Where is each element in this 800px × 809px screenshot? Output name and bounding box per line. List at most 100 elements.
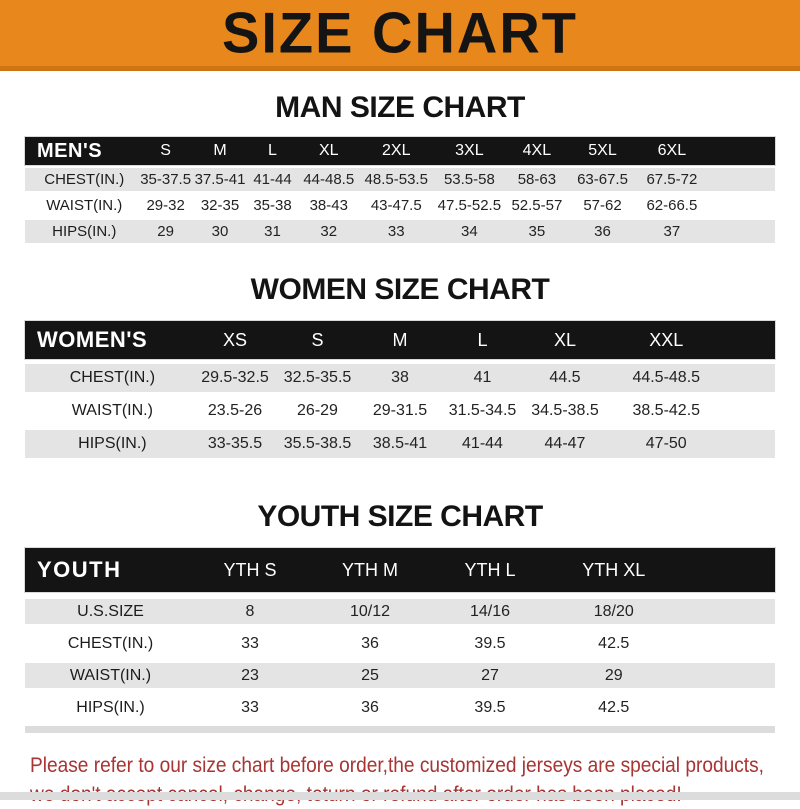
- table-row: WAIST(IN.) 23 25 27 29: [25, 663, 775, 688]
- table-cell: 35: [528, 223, 546, 240]
- men-section-title: MAN SIZE CHART: [275, 91, 525, 124]
- column-header: 5XL: [588, 142, 617, 159]
- women-table-rows: CHEST(IN.) 29.5-32.5 32.5-35.5 38 41 44.5 44.5…: [25, 364, 775, 458]
- column-header: M: [213, 142, 227, 159]
- disclaimer-line-1: Please refer to our size chart before or…: [30, 754, 764, 777]
- table-cell: 57-62: [583, 197, 622, 214]
- row-label: WAIST(IN.): [46, 197, 123, 214]
- table-cell: 39.5: [474, 635, 506, 652]
- men-table-rows: CHEST(IN.) 35-37.5 37.5-41 41-44 44-48.5 48.5…: [25, 168, 775, 243]
- row-label: HIPS(IN.): [76, 699, 145, 716]
- column-header: 6XL: [657, 142, 687, 159]
- table-cell: 42.5: [598, 699, 630, 716]
- row-label: CHEST(IN.): [69, 369, 156, 386]
- table-row: HIPS(IN.) 29 30 31 32 33 34 35 36 37: [25, 220, 775, 243]
- table-cell: 33: [241, 699, 259, 716]
- men-size-table: MEN'S S M L XL 2XL 3XL 4XL 5XL 6XL CHEST(IN.) 35-3…: [25, 137, 775, 243]
- table-cell: 38.5-42.5: [632, 402, 701, 419]
- table-cell: 18/20: [593, 603, 634, 620]
- table-row: WAIST(IN.) 23.5-26 26-29 29-31.5 31.5-34.5 34…: [25, 397, 775, 425]
- table-cell: 38-43: [309, 197, 348, 214]
- row-label: HIPS(IN.): [52, 223, 117, 240]
- table-cell: 27: [481, 667, 499, 684]
- table-cell: 31.5-34.5: [448, 402, 517, 419]
- table-cell: 35-38: [253, 197, 292, 214]
- row-label: CHEST(IN.): [44, 171, 125, 188]
- table-cell: 32.5-35.5: [283, 369, 352, 386]
- table-cell: 39.5: [474, 699, 506, 716]
- women-size-section: WOMEN SIZE CHART WOMEN'S XS S M L XL XXL CHEST…: [0, 243, 800, 458]
- table-cell: 37.5-41: [194, 171, 246, 188]
- row-label: WAIST(IN.): [69, 667, 152, 684]
- table-cell: 29-32: [146, 197, 185, 214]
- youth-size-section: YOUTH SIZE CHART YOUTH YTH S YTH M YTH L YTH…: [0, 458, 800, 733]
- table-corner-label: MEN'S: [37, 140, 103, 162]
- table-cell: 41: [473, 369, 492, 386]
- column-header: 4XL: [522, 142, 552, 159]
- table-cell: 29-31.5: [372, 402, 428, 419]
- table-corner-label: YOUTH: [37, 557, 122, 582]
- table-cell: 8: [245, 603, 255, 620]
- youth-table-header-bar: YOUTH YTH S YTH M YTH L YTH XL: [25, 548, 775, 592]
- table-cell: 23.5-26: [207, 402, 263, 419]
- table-cell: 29.5-32.5: [201, 369, 269, 386]
- table-row: CHEST(IN.) 33 36 39.5 42.5: [25, 631, 775, 656]
- column-header: M: [392, 330, 408, 350]
- table-row: WAIST(IN.) 29-32 32-35 35-38 38-43 43-47.5 47.…: [25, 194, 775, 217]
- table-cell: 41-44: [253, 171, 292, 188]
- page-title: SIZE CHART: [222, 0, 578, 65]
- youth-table-rows: U.S.SIZE 8 10/12 14/16 18/20 CHEST(IN.) 33 36 39…: [25, 599, 775, 720]
- table-cell: 53.5-58: [443, 171, 495, 188]
- table-cell: 29: [157, 223, 174, 240]
- table-cell: 67.5-72: [646, 171, 698, 188]
- table-row: U.S.SIZE 8 10/12 14/16 18/20: [25, 599, 775, 624]
- men-table-header-bar: MEN'S S M L XL 2XL 3XL 4XL 5XL 6XL: [25, 137, 775, 165]
- row-label: HIPS(IN.): [78, 435, 147, 452]
- table-row: HIPS(IN.) 33 36 39.5 42.5: [25, 695, 775, 720]
- table-cell: 34.5-38.5: [531, 402, 599, 419]
- table-cell: 38.5-41: [372, 435, 428, 452]
- table-corner-label: WOMEN'S: [37, 327, 148, 352]
- table-cell: 26-29: [297, 402, 338, 419]
- table-cell: 34: [461, 223, 478, 240]
- table-cell: 33: [241, 635, 259, 652]
- table-cell: 36: [361, 699, 379, 716]
- table-cell: 38: [391, 369, 409, 386]
- women-section-title: WOMEN SIZE CHART: [250, 273, 550, 306]
- table-cell: 35-37.5: [140, 171, 192, 188]
- table-cell: 41-44: [462, 435, 503, 452]
- table-cell: 44-48.5: [303, 171, 355, 188]
- column-header: 2XL: [382, 142, 411, 159]
- table-cell: 32-35: [200, 197, 240, 214]
- table-cell: 36: [361, 635, 379, 652]
- column-header: XXL: [649, 330, 684, 350]
- column-header: YTH L: [464, 560, 516, 580]
- table-cell: 33-35.5: [207, 435, 263, 452]
- table-cell: 14/16: [469, 603, 511, 620]
- column-header: L: [477, 330, 488, 350]
- column-header: XL: [553, 330, 577, 350]
- table-row: CHEST(IN.) 35-37.5 37.5-41 41-44 44-48.5 48.5…: [25, 168, 775, 191]
- column-header: XS: [222, 330, 247, 350]
- row-label: U.S.SIZE: [77, 603, 144, 620]
- column-header: YTH M: [342, 560, 398, 580]
- table-cell: 33: [387, 223, 405, 240]
- column-header: YTH S: [223, 560, 277, 580]
- table-cell: 48.5-53.5: [364, 171, 428, 188]
- table-cell: 37: [663, 223, 681, 240]
- table-row: CHEST(IN.) 29.5-32.5 32.5-35.5 38 41 44.5 44.5…: [25, 364, 775, 392]
- table-row: HIPS(IN.) 33-35.5 35.5-38.5 38.5-41 41-44 44-…: [25, 430, 775, 458]
- women-size-table: WOMEN'S XS S M L XL XXL CHEST(IN.) 29.5-32.5 32.…: [25, 321, 775, 458]
- column-header: S: [160, 142, 171, 159]
- youth-size-table: YOUTH YTH S YTH M YTH L YTH XL U.S.SIZE 8 10/1…: [25, 548, 775, 733]
- row-label: CHEST(IN.): [67, 635, 154, 652]
- table-cell: 10/12: [349, 603, 391, 620]
- bottom-edge-strip: [0, 792, 800, 800]
- youth-section-title: YOUTH SIZE CHART: [257, 500, 543, 533]
- table-cell: 29: [604, 667, 623, 684]
- column-header: XL: [318, 142, 339, 159]
- table-cell: 62-66.5: [646, 197, 698, 214]
- table-cell: 30: [211, 223, 229, 240]
- table-cell: 25: [361, 667, 379, 684]
